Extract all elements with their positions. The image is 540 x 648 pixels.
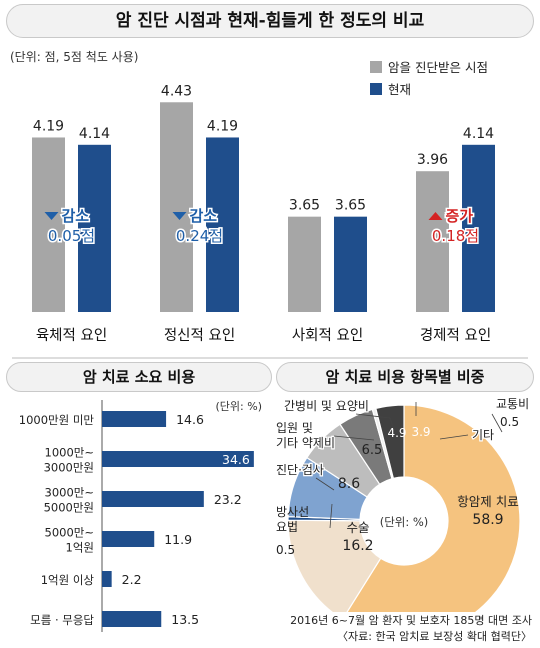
bar-value-diagnosis-0: 4.19 (33, 118, 64, 134)
change-value-0: 0.05점 (48, 227, 95, 245)
cost-category-1-line-1: 3000만원 (44, 461, 94, 475)
bar-value-current-1: 4.19 (207, 118, 238, 134)
change-arrow-0 (44, 212, 59, 220)
cost-category-1-line-0: 1000만~ (45, 446, 94, 460)
pie-slice-7 (375, 404, 405, 480)
category-label-3: 경제적 요인 (420, 327, 491, 344)
bar-value-diagnosis-2: 3.65 (289, 198, 320, 214)
change-arrow-3 (428, 212, 443, 220)
bar-current-3 (462, 144, 495, 312)
bar-value-current-3: 4.14 (463, 126, 494, 142)
cost-bar-0 (102, 411, 167, 427)
pie-center (361, 478, 447, 564)
cost-value-1: 34.6 (222, 452, 250, 467)
pie-value-4: 6.5 (362, 443, 383, 458)
change-label-3: 증가 (446, 207, 474, 225)
bar-value-diagnosis-1: 4.43 (161, 83, 192, 99)
cost-category-5-line-0: 모름 · 무응답 (30, 613, 94, 627)
pie-leader-line-0 (329, 503, 333, 529)
pie-value-2: 0.5 (276, 543, 295, 557)
cost-category-0-line-0: 1000만원 미만 (19, 413, 95, 427)
comparison-unit-label: (단위: 점, 5점 척도 사용) (10, 50, 139, 64)
cost-chart-title: 암 치료 소요 비용 (6, 362, 272, 392)
category-label-1: 정신적 요인 (164, 327, 235, 344)
cost-bar-3 (102, 531, 155, 547)
category-label-0: 육체적 요인 (36, 327, 107, 344)
legend-label-current: 현재 (388, 82, 412, 97)
bar-value-diagnosis-3: 3.96 (417, 152, 448, 168)
pie-value-6: 0.5 (500, 415, 519, 429)
bar-diagnosis-3 (416, 171, 449, 312)
bar-value-current-0: 4.14 (79, 126, 110, 142)
pie-name-4-line-0: 입원 및 (276, 421, 313, 435)
pie-name-5-line-0: 간병비 및 요양비 (284, 399, 369, 413)
survey-note: 2016년 6~7월 암 환자 및 보호자 185명 대면 조사 (290, 614, 532, 627)
comparison-bar-chart: 4.19 4.14 육체적 요인 4.43 4.19 정신적 요인 3.65 3.65 사회적 … (12, 83, 528, 359)
cost-bar-2 (102, 491, 204, 507)
pie-name-2-line-0: 방사선 (276, 505, 309, 519)
pie-unit-label: (단위: %) (380, 515, 429, 529)
change-arrow-1 (172, 212, 187, 220)
cost-category-2-line-1: 5000만원 (44, 501, 94, 515)
bar-current-0 (78, 144, 111, 312)
pie-name-4-line-1: 기타 약제비 (276, 435, 335, 450)
pie-value-7: 3.9 (411, 425, 430, 439)
change-label-0: 감소 (62, 207, 90, 225)
pie-value-1: 16.2 (342, 538, 373, 554)
comparison-chart-title: 암 진단 시점과 현재-힘들게 한 정도의 비교 (6, 4, 534, 38)
pie-leader-line-5 (439, 434, 469, 440)
pie-value-3: 8.6 (338, 476, 360, 492)
category-label-2: 사회적 요인 (292, 327, 363, 344)
cost-category-3-line-0: 5000만~ (45, 526, 94, 540)
source-note: 〈자료: 한국 암치료 보장성 확대 협력단〉 (337, 630, 532, 643)
cost-value-0: 14.6 (176, 412, 204, 427)
cost-item-pie-chart: (단위: %) 58.9 16.2 8.6 6.5 4.9 3.9 진단·검사 입원 및기타 약… (275, 397, 529, 612)
cost-category-2-line-0: 3000만~ (45, 486, 94, 500)
cost-value-5: 13.5 (171, 612, 199, 627)
pie-leader-line-6 (491, 413, 503, 433)
pie-leader-line-2 (315, 477, 335, 491)
change-value-1: 0.24점 (176, 227, 223, 245)
legend-item-current: 현재 (370, 80, 540, 100)
bar-diagnosis-1 (160, 102, 193, 312)
pie-slice-1 (287, 519, 382, 612)
pie-name-1-line-0: 수술 (346, 520, 369, 535)
bar-diagnosis-2 (288, 216, 321, 312)
cost-value-4: 2.2 (122, 572, 142, 587)
legend-swatch-diagnosis (370, 61, 382, 73)
cost-category-4-line-0: 1억원 이상 (41, 573, 95, 587)
pie-name-2-line-1: 요법 (276, 520, 298, 534)
pie-name-0-line-0: 항암제 치료 (457, 494, 518, 509)
cost-bar-4 (102, 571, 112, 587)
pie-name-6-line-0: 교통비 (496, 397, 529, 411)
cost-value-2: 23.2 (214, 492, 242, 507)
bar-value-current-2: 3.65 (335, 198, 366, 214)
pie-name-3-line-0: 진단·검사 (276, 463, 324, 477)
legend-item-diagnosis: 암을 진단받은 시점 (370, 58, 540, 78)
cost-category-3-line-1: 1억원 (66, 541, 94, 555)
cost-value-3: 11.9 (164, 532, 192, 547)
pie-value-5: 4.9 (387, 426, 406, 440)
bar-current-1 (206, 137, 239, 312)
cost-unit-label: (단위: %) (216, 400, 262, 413)
legend-label-diagnosis: 암을 진단받은 시점 (388, 60, 488, 75)
bar-current-2 (334, 216, 367, 312)
pie-leader-line-3 (355, 413, 395, 431)
cost-bar-chart: (단위: %) 14.6 1000만원 미만 34.6 1000만~3000만원 23.2… (19, 400, 262, 632)
item-chart-title: 암 치료 비용 항목별 비중 (276, 362, 534, 392)
pie-leader-line-1 (333, 435, 375, 441)
pie-value-0: 58.9 (472, 512, 503, 528)
cost-bar-1 (102, 451, 254, 467)
change-value-3: 0.18점 (432, 227, 479, 245)
pie-name-7-line-0: 기타 (472, 428, 494, 442)
change-label-1: 감소 (190, 207, 218, 225)
cost-bar-5 (102, 611, 162, 627)
pie-slice-0 (346, 404, 521, 612)
bar-diagnosis-0 (32, 137, 65, 312)
legend-swatch-current (370, 83, 382, 95)
